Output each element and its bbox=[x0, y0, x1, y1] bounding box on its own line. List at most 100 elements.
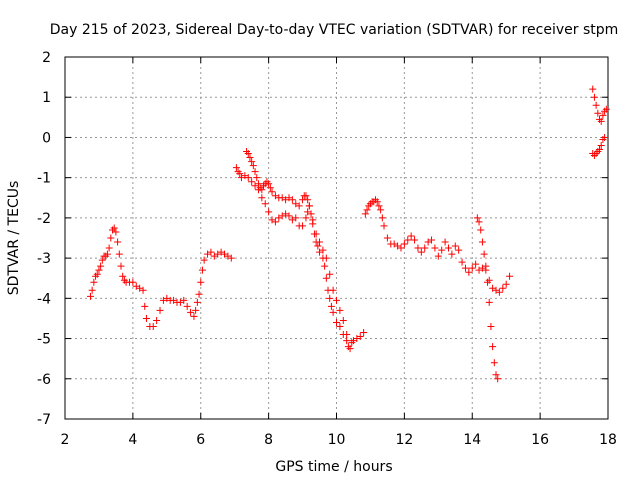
data-point bbox=[414, 244, 422, 252]
x-tick-label: 18 bbox=[599, 432, 617, 448]
data-point bbox=[149, 322, 157, 330]
data-point bbox=[495, 288, 503, 296]
y-tick-label: 1 bbox=[42, 90, 51, 106]
data-point bbox=[480, 250, 488, 258]
data-point bbox=[316, 248, 324, 256]
data-point bbox=[112, 228, 120, 236]
data-point bbox=[98, 256, 106, 264]
y-tick-label: -7 bbox=[37, 412, 51, 428]
data-point bbox=[198, 266, 206, 274]
data-point bbox=[105, 244, 113, 252]
data-point bbox=[407, 232, 415, 240]
data-point bbox=[248, 158, 256, 166]
data-point bbox=[339, 316, 347, 324]
data-point bbox=[268, 188, 276, 196]
data-point bbox=[265, 208, 273, 216]
data-point bbox=[499, 284, 507, 292]
data-point bbox=[251, 168, 259, 176]
data-point bbox=[333, 296, 340, 304]
data-point bbox=[197, 278, 205, 286]
data-point bbox=[190, 312, 198, 320]
data-point bbox=[360, 329, 368, 337]
chart-title: Day 215 of 2023, Sidereal Day-to-day VTE… bbox=[50, 22, 619, 38]
data-point bbox=[115, 250, 123, 258]
data-point bbox=[448, 250, 456, 258]
data-points bbox=[86, 85, 610, 383]
data-point bbox=[597, 117, 605, 125]
data-point bbox=[295, 202, 303, 210]
data-point bbox=[465, 268, 473, 276]
data-point bbox=[324, 286, 332, 294]
series-seg3 bbox=[243, 148, 351, 345]
data-point bbox=[309, 220, 317, 228]
data-point bbox=[302, 214, 310, 222]
data-point bbox=[266, 184, 274, 192]
data-point bbox=[200, 256, 208, 264]
data-point bbox=[139, 286, 147, 294]
data-point bbox=[107, 234, 115, 242]
data-point bbox=[319, 254, 327, 262]
data-point bbox=[597, 141, 605, 149]
series-seg1 bbox=[86, 224, 235, 330]
data-point bbox=[253, 174, 261, 182]
data-point bbox=[114, 238, 122, 246]
data-point bbox=[431, 244, 439, 252]
data-point bbox=[421, 244, 429, 252]
data-point bbox=[314, 242, 322, 250]
data-point bbox=[321, 262, 329, 270]
data-point bbox=[187, 308, 195, 316]
y-tick-label: -3 bbox=[37, 251, 51, 267]
data-point bbox=[477, 226, 485, 234]
data-point bbox=[596, 146, 604, 154]
data-point bbox=[478, 238, 486, 246]
data-point bbox=[441, 238, 449, 246]
data-point bbox=[254, 180, 262, 188]
series-seg5 bbox=[473, 214, 502, 383]
data-point bbox=[244, 150, 252, 158]
data-point bbox=[455, 246, 463, 254]
data-point bbox=[302, 192, 310, 200]
data-point bbox=[475, 218, 483, 226]
data-point bbox=[119, 272, 127, 280]
data-point bbox=[193, 298, 201, 306]
y-tick-label: -5 bbox=[37, 332, 51, 348]
data-point bbox=[261, 200, 269, 208]
x-tick-label: 14 bbox=[463, 432, 481, 448]
data-point bbox=[141, 302, 149, 310]
data-point bbox=[383, 234, 391, 242]
data-point bbox=[322, 274, 330, 282]
data-point bbox=[380, 222, 388, 230]
data-point bbox=[271, 218, 279, 226]
data-point bbox=[310, 230, 318, 238]
data-point bbox=[417, 248, 425, 256]
data-point bbox=[336, 322, 344, 330]
data-point bbox=[192, 306, 200, 314]
data-point bbox=[589, 85, 597, 93]
data-point bbox=[434, 252, 442, 260]
data-point bbox=[356, 333, 364, 341]
data-point bbox=[361, 210, 369, 218]
data-point bbox=[90, 278, 98, 286]
y-tick-label: -2 bbox=[37, 211, 51, 227]
data-point bbox=[156, 306, 164, 314]
data-point bbox=[248, 178, 256, 186]
data-point bbox=[258, 186, 266, 194]
data-point bbox=[487, 322, 495, 330]
data-point bbox=[494, 375, 502, 383]
data-point bbox=[411, 236, 419, 244]
data-point bbox=[232, 164, 240, 172]
data-point bbox=[339, 331, 347, 339]
series-seg2 bbox=[232, 164, 368, 353]
data-point bbox=[485, 298, 493, 306]
x-tick-label: 6 bbox=[196, 432, 205, 448]
data-point bbox=[249, 162, 257, 170]
data-point bbox=[343, 337, 351, 345]
data-point bbox=[299, 222, 307, 230]
data-point bbox=[438, 246, 446, 254]
x-tick-label: 12 bbox=[395, 432, 413, 448]
data-point bbox=[227, 254, 235, 262]
data-point bbox=[142, 314, 150, 322]
data-point bbox=[601, 133, 609, 141]
data-point bbox=[461, 264, 469, 272]
